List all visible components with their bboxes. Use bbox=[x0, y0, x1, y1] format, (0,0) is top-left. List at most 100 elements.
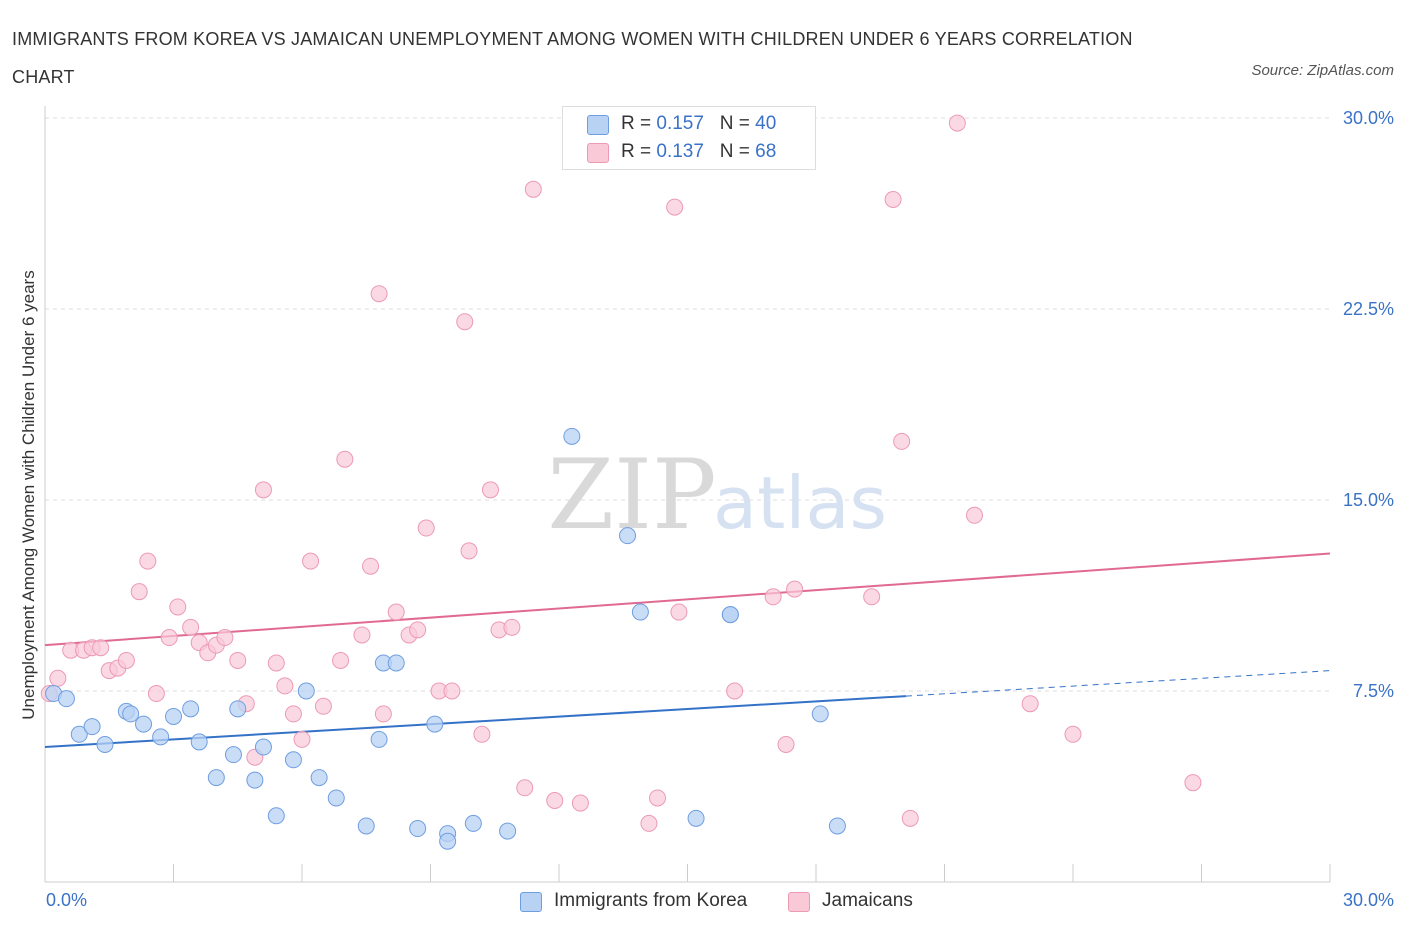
point-jamaica bbox=[640, 814, 658, 832]
point-jamaica bbox=[147, 685, 165, 703]
point-korea bbox=[207, 769, 225, 787]
legend-n-label: N = bbox=[719, 141, 750, 162]
point-jamaica bbox=[786, 580, 804, 598]
point-korea bbox=[631, 603, 649, 621]
x-tick-label-max: 30.0% bbox=[1342, 890, 1394, 910]
legend-r-value: 0.157 bbox=[656, 113, 704, 134]
point-jamaica bbox=[571, 794, 589, 812]
point-jamaica bbox=[229, 651, 247, 669]
y-tick-label: 15.0% bbox=[1342, 490, 1394, 510]
point-jamaica bbox=[524, 180, 542, 198]
bottom-legend-swatch-jamaica bbox=[788, 892, 810, 912]
point-jamaica bbox=[777, 735, 795, 753]
point-korea bbox=[96, 735, 114, 753]
point-korea bbox=[57, 690, 75, 708]
point-korea bbox=[619, 527, 637, 545]
point-jamaica bbox=[353, 626, 371, 644]
point-jamaica bbox=[1184, 774, 1202, 792]
point-jamaica bbox=[481, 481, 499, 499]
point-korea bbox=[563, 427, 581, 445]
legend-r-label: R = bbox=[621, 113, 652, 134]
point-korea bbox=[165, 707, 182, 725]
legend: R = 0.157 N = 40 R = 0.137 N = 68 bbox=[562, 106, 816, 170]
point-korea bbox=[83, 718, 101, 736]
point-jamaica bbox=[409, 621, 427, 639]
point-korea bbox=[182, 700, 200, 718]
point-jamaica bbox=[546, 792, 564, 810]
grid-layer bbox=[45, 117, 1330, 692]
point-jamaica bbox=[117, 651, 135, 669]
point-korea bbox=[499, 822, 517, 840]
point-korea bbox=[254, 738, 272, 756]
legend-n-value: 40 bbox=[755, 113, 777, 134]
point-jamaica bbox=[666, 198, 684, 216]
point-jamaica bbox=[293, 730, 311, 748]
legend-r-value: 0.137 bbox=[656, 141, 704, 162]
point-jamaica bbox=[764, 588, 782, 606]
point-korea bbox=[687, 809, 705, 827]
y-tick-label: 7.5% bbox=[1352, 681, 1394, 701]
trendline-korea bbox=[44, 695, 907, 749]
point-korea bbox=[426, 715, 444, 733]
point-korea bbox=[439, 832, 457, 850]
point-jamaica bbox=[649, 789, 667, 807]
trend-layer bbox=[44, 552, 1331, 749]
point-jamaica bbox=[169, 598, 187, 616]
point-korea bbox=[135, 715, 153, 733]
point-korea bbox=[267, 807, 285, 825]
point-jamaica bbox=[92, 639, 110, 657]
point-korea bbox=[370, 730, 388, 748]
point-korea bbox=[409, 820, 427, 838]
point-jamaica bbox=[160, 629, 178, 647]
source-label: Source: ZipAtlas.com bbox=[1251, 62, 1394, 79]
point-jamaica bbox=[443, 682, 461, 700]
point-jamaica bbox=[314, 697, 332, 715]
point-jamaica bbox=[901, 809, 919, 827]
legend-text-korea: R = 0.157 N = 40 bbox=[621, 113, 776, 135]
point-jamaica bbox=[362, 557, 380, 575]
trendline-jamaica bbox=[44, 552, 1331, 647]
point-jamaica bbox=[460, 542, 478, 560]
point-korea bbox=[122, 705, 140, 723]
point-korea bbox=[357, 817, 375, 835]
x-tick-label-min: 0.0% bbox=[46, 890, 88, 910]
point-korea bbox=[284, 751, 302, 769]
point-korea bbox=[811, 705, 829, 723]
point-jamaica bbox=[387, 603, 405, 621]
legend-r-label: R = bbox=[621, 141, 652, 162]
watermark: ZIP atlas bbox=[547, 439, 887, 551]
point-jamaica bbox=[284, 705, 302, 723]
point-jamaica bbox=[276, 677, 294, 695]
y-tick-label: 22.5% bbox=[1342, 299, 1394, 319]
point-jamaica bbox=[216, 629, 234, 647]
point-korea bbox=[224, 746, 242, 764]
legend-swatch-korea bbox=[587, 115, 609, 135]
legend-n-label: N = bbox=[719, 113, 750, 134]
points-layer bbox=[40, 114, 1202, 850]
point-jamaica bbox=[374, 705, 392, 723]
watermark-atlas: atlas bbox=[713, 461, 887, 545]
point-jamaica bbox=[49, 669, 67, 687]
point-jamaica bbox=[267, 654, 285, 672]
point-jamaica bbox=[302, 552, 320, 570]
point-korea bbox=[297, 682, 315, 700]
bottom-legend-label-jamaica: Jamaicans bbox=[822, 890, 913, 911]
point-korea bbox=[246, 771, 264, 789]
point-korea bbox=[152, 728, 170, 746]
point-jamaica bbox=[863, 588, 881, 606]
point-korea bbox=[828, 817, 846, 835]
bottom-legend-swatch-korea bbox=[520, 892, 542, 912]
point-korea bbox=[721, 606, 739, 624]
point-jamaica bbox=[336, 450, 354, 468]
point-jamaica bbox=[1021, 695, 1039, 713]
point-jamaica bbox=[182, 618, 200, 636]
point-jamaica bbox=[130, 583, 148, 601]
legend-n-value: 68 bbox=[755, 141, 777, 162]
point-jamaica bbox=[503, 618, 521, 636]
point-jamaica bbox=[473, 725, 491, 743]
y-tick-label: 30.0% bbox=[1342, 108, 1394, 128]
point-jamaica bbox=[332, 651, 350, 669]
point-jamaica bbox=[726, 682, 744, 700]
point-jamaica bbox=[893, 432, 911, 450]
point-jamaica bbox=[965, 506, 983, 524]
